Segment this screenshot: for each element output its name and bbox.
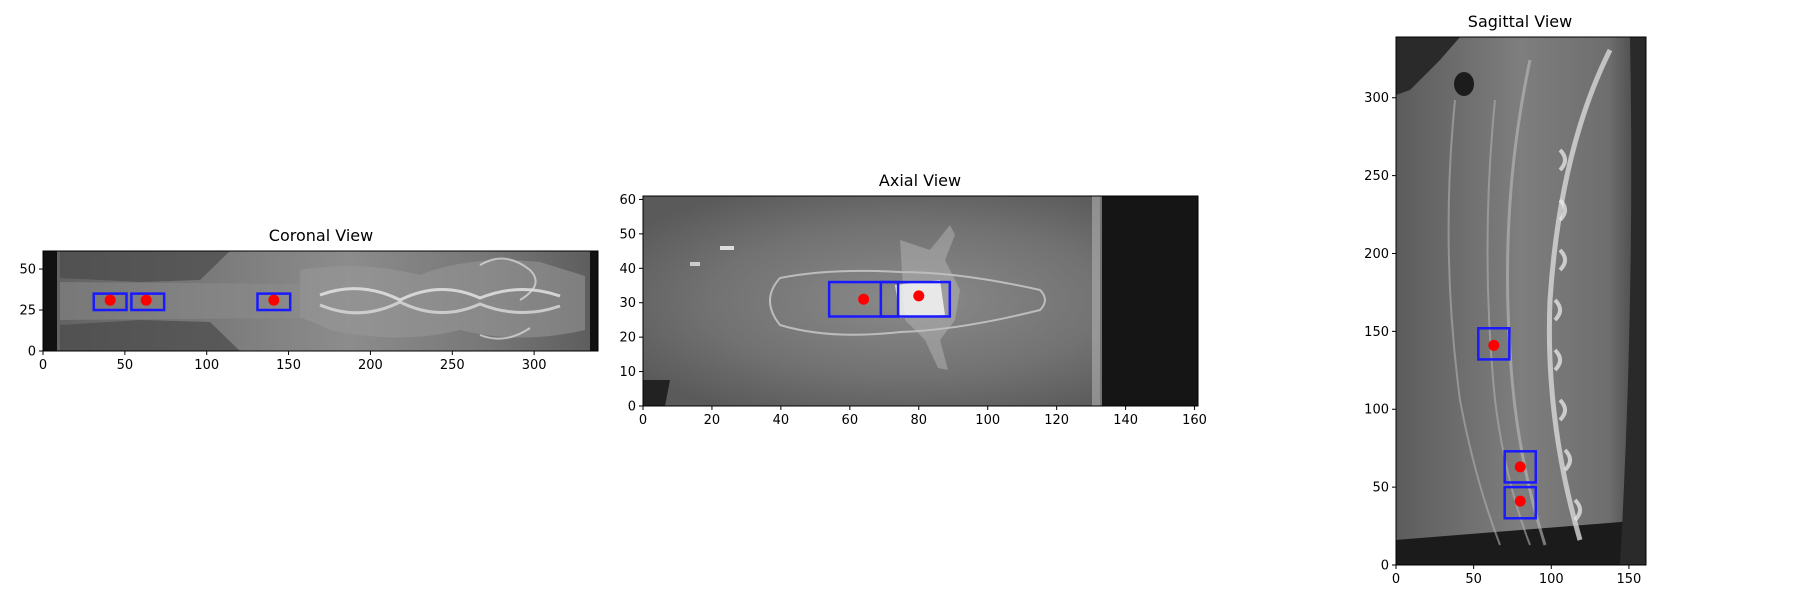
sagittal-image (1396, 37, 1646, 565)
coronal-xtick-label: 0 (39, 358, 47, 373)
coronal-xtick-label: 300 (522, 358, 547, 373)
sagittal-center-point-1 (1514, 461, 1526, 473)
axial-frame (642, 195, 1199, 407)
coronal-title: Coronal View (269, 226, 373, 245)
axial-center-point-1 (913, 290, 925, 302)
sagittal-bounding-box-1 (1503, 450, 1538, 484)
sagittal-ytick-label: 300 (1364, 91, 1389, 106)
coronal-image (43, 251, 598, 351)
sagittal-title: Sagittal View (1468, 12, 1572, 31)
coronal-ytick-label: 50 (19, 263, 36, 278)
sagittal-panel: Sagittal View 0 50 100 150 0 50 100 150 200 250 30… (1364, 12, 1647, 587)
axial-ytick-label: 30 (619, 296, 636, 311)
coronal-ytick-label: 25 (19, 304, 36, 319)
coronal-center-point-2 (268, 294, 280, 306)
axial-xtick-label: 40 (773, 413, 790, 428)
axial-xtick-label: 20 (704, 413, 721, 428)
axial-ytick-label: 60 (619, 193, 636, 208)
coronal-center-point-0 (104, 294, 116, 306)
sagittal-ytick-label: 100 (1364, 403, 1389, 418)
sagittal-ytick-label: 50 (1372, 481, 1389, 496)
coronal-ytick-label: 0 (28, 345, 36, 360)
coronal-xtick-label: 50 (117, 358, 134, 373)
coronal-frame (42, 250, 599, 352)
axial-xtick-label: 160 (1182, 413, 1207, 428)
axial-xtick-label: 120 (1044, 413, 1069, 428)
sagittal-xtick-label: 0 (1392, 572, 1400, 587)
sagittal-ytick-label: 200 (1364, 247, 1389, 262)
coronal-xtick-label: 250 (440, 358, 465, 373)
sagittal-xtick-label: 100 (1539, 572, 1564, 587)
sagittal-center-point-2 (1514, 495, 1526, 507)
axial-bounding-box-0 (827, 280, 900, 318)
axial-title: Axial View (879, 171, 961, 190)
sagittal-ytick-label: 150 (1364, 325, 1389, 340)
coronal-panel: Coronal View 0 50 100 150 200 250 300 0 25 50 (19, 226, 599, 373)
sagittal-ytick-label: 250 (1364, 169, 1389, 184)
sagittal-center-point-0 (1488, 339, 1500, 351)
sagittal-frame (1395, 36, 1647, 566)
axial-bounding-box-1 (879, 280, 952, 318)
axial-xtick-label: 140 (1113, 413, 1138, 428)
coronal-xtick-label: 150 (276, 358, 301, 373)
axial-xtick-label: 100 (975, 413, 1000, 428)
coronal-center-point-1 (140, 294, 152, 306)
axial-xtick-label: 60 (842, 413, 859, 428)
coronal-xtick-label: 200 (358, 358, 383, 373)
axial-xtick-label: 80 (911, 413, 928, 428)
sagittal-xtick-label: 50 (1465, 572, 1482, 587)
coronal-bounding-box-2 (256, 292, 292, 312)
axial-center-point-0 (858, 293, 870, 305)
axial-xtick-label: 0 (639, 413, 647, 428)
sagittal-bounding-box-0 (1477, 327, 1511, 361)
axial-ytick-label: 10 (619, 365, 636, 380)
axial-ytick-label: 50 (619, 227, 636, 242)
coronal-xtick-label: 100 (194, 358, 219, 373)
axial-ytick-label: 20 (619, 331, 636, 346)
axial-ytick-label: 40 (619, 262, 636, 277)
axial-ytick-label: 0 (628, 400, 636, 415)
coronal-bounding-box-1 (130, 292, 166, 312)
sagittal-xtick-label: 150 (1617, 572, 1642, 587)
coronal-bounding-box-0 (92, 292, 128, 312)
sagittal-bounding-box-2 (1503, 485, 1538, 520)
axial-panel: Axial View 0 20 40 60 80 100 120 140 160 0 10 20 30 4… (619, 171, 1207, 428)
sagittal-ytick-label: 0 (1381, 559, 1389, 574)
